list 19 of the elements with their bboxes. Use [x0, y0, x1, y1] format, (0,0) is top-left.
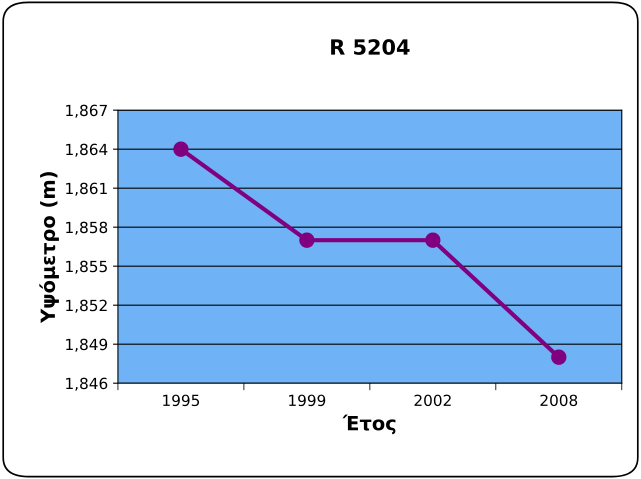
point: [173, 142, 189, 157]
point: [299, 232, 315, 248]
x-tick-label: 2002: [414, 394, 451, 406]
y-axis-title: Υψόμετρο (m): [39, 172, 59, 324]
x-tick-label: 2008: [540, 394, 578, 406]
y-tick-label: 1,864: [66, 144, 108, 157]
point: [425, 232, 440, 248]
y-tick-label: 1,855: [66, 260, 107, 274]
x-axis-title: Έτος: [342, 414, 396, 434]
chart-title: R 5204: [331, 39, 410, 55]
y-tick-label: 1,849: [66, 338, 108, 352]
point: [551, 350, 566, 365]
y-tick-label: 1,846: [66, 378, 108, 391]
y-tick-label: 1,852: [66, 300, 107, 313]
y-tick-label: 1,867: [66, 104, 107, 118]
y-tick-label: 1,858: [66, 222, 108, 235]
x-tick-label: 1999: [289, 394, 326, 406]
x-tick-label: 1995: [163, 394, 200, 406]
y-tick-label: 1,861: [66, 182, 107, 196]
